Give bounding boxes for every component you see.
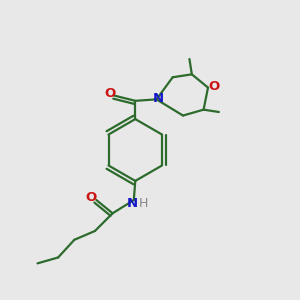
Text: N: N: [152, 92, 164, 105]
Text: O: O: [104, 87, 115, 100]
Text: O: O: [85, 190, 97, 204]
Text: N: N: [127, 197, 138, 210]
Text: H: H: [139, 197, 148, 210]
Text: O: O: [208, 80, 220, 93]
